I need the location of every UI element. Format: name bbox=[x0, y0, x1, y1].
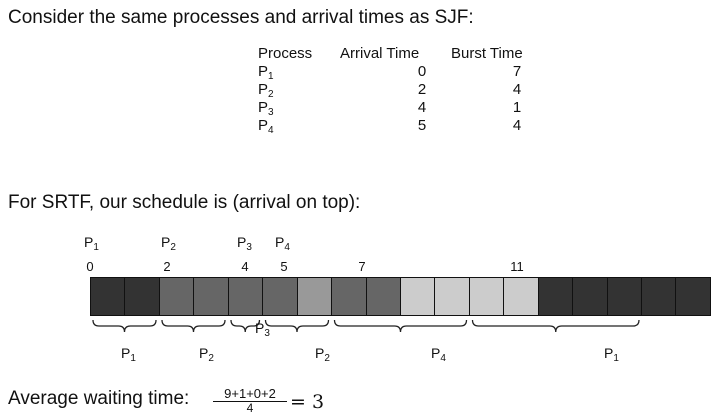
gantt-slot bbox=[504, 278, 539, 315]
gantt-slot bbox=[332, 278, 367, 315]
fraction-denominator: 4 bbox=[246, 401, 254, 415]
segment-label-p3: P3 bbox=[255, 320, 270, 339]
segment-brace bbox=[471, 319, 640, 333]
header-process: Process bbox=[258, 45, 313, 62]
average-label: Average waiting time: bbox=[8, 388, 190, 409]
fraction-numerator: 9+1+0+2 bbox=[213, 386, 287, 402]
segment-brace bbox=[92, 319, 157, 333]
row-burst: 4 bbox=[512, 81, 522, 98]
segment-label: P4 bbox=[431, 345, 446, 364]
intro-text: Consider the same processes and arrival … bbox=[8, 7, 474, 28]
gantt-slot bbox=[538, 278, 574, 315]
arrival-label: P4 bbox=[275, 234, 290, 253]
average-result: = 3 bbox=[290, 391, 325, 413]
gantt-slot bbox=[194, 278, 229, 315]
segment-label: P2 bbox=[315, 345, 330, 364]
time-tick: 11 bbox=[510, 259, 524, 274]
segment-brace bbox=[161, 319, 226, 333]
header-arrival: Arrival Time bbox=[340, 45, 420, 62]
gantt-slot bbox=[676, 278, 710, 315]
row-arrival: 0 bbox=[417, 63, 427, 80]
gantt-slot bbox=[263, 278, 298, 315]
srtf-heading: For SRTF, our schedule is (arrival on to… bbox=[8, 192, 361, 213]
row-process: P4 bbox=[258, 117, 274, 136]
gantt-slot bbox=[159, 278, 195, 315]
arrival-label: P1 bbox=[84, 234, 99, 253]
row-burst: 4 bbox=[512, 117, 522, 134]
gantt-slot bbox=[573, 278, 608, 315]
row-burst: 1 bbox=[512, 99, 522, 116]
time-tick: 7 bbox=[358, 259, 366, 274]
row-arrival: 4 bbox=[417, 99, 427, 116]
gantt-slot bbox=[125, 278, 160, 315]
gantt-slot bbox=[228, 278, 264, 315]
row-arrival: 2 bbox=[417, 81, 427, 98]
segment-label: P1 bbox=[121, 345, 136, 364]
segment-brace bbox=[333, 319, 468, 333]
segment-label: P2 bbox=[199, 345, 214, 364]
row-process: P1 bbox=[258, 63, 274, 82]
time-tick: 5 bbox=[280, 259, 288, 274]
gantt-slot bbox=[366, 278, 401, 315]
time-tick: 2 bbox=[163, 259, 171, 274]
segment-brace bbox=[264, 319, 330, 333]
gantt-slot bbox=[400, 278, 436, 315]
gantt-slot bbox=[469, 278, 505, 315]
arrival-label: P3 bbox=[237, 234, 252, 253]
time-tick: 4 bbox=[241, 259, 249, 274]
gantt-slot bbox=[297, 278, 333, 315]
row-process: P3 bbox=[258, 99, 274, 118]
row-arrival: 5 bbox=[417, 117, 427, 134]
row-process: P2 bbox=[258, 81, 274, 100]
segment-brace bbox=[230, 319, 261, 333]
gantt-slot bbox=[642, 278, 677, 315]
row-burst: 7 bbox=[512, 63, 522, 80]
segment-braces bbox=[92, 319, 640, 333]
gantt-chart bbox=[90, 277, 711, 316]
average-fraction: 9+1+0+2 4 bbox=[213, 386, 287, 414]
gantt-slot bbox=[607, 278, 642, 315]
time-tick: 0 bbox=[86, 259, 94, 274]
gantt-slot bbox=[91, 278, 126, 315]
arrival-label: P2 bbox=[161, 234, 176, 253]
header-burst: Burst Time bbox=[451, 45, 523, 62]
segment-label: P1 bbox=[604, 345, 619, 364]
gantt-slot bbox=[435, 278, 470, 315]
